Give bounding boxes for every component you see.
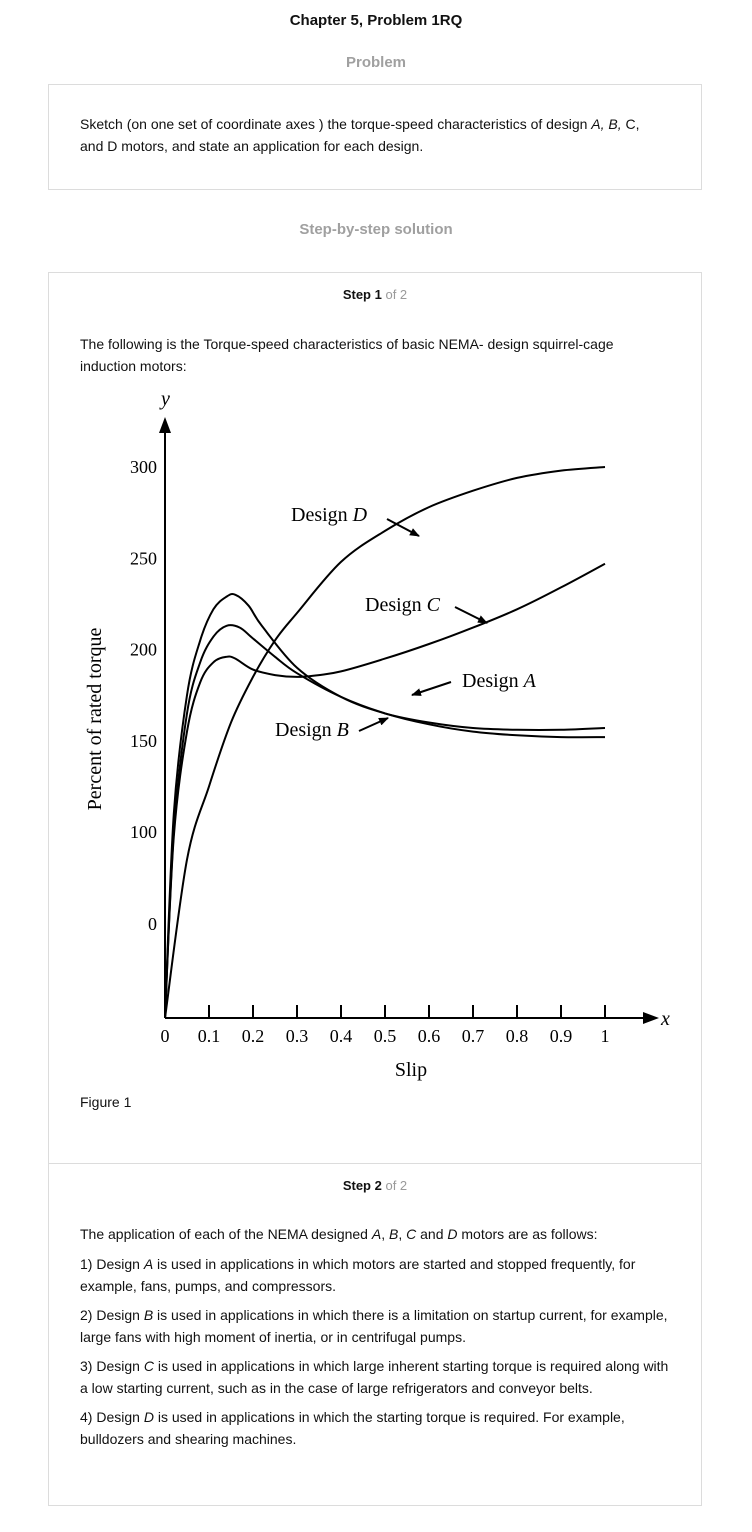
intro-letter: D [447,1226,458,1242]
intro-part: motors are as follows: [457,1226,598,1242]
label-design-b: Design B [275,719,349,741]
x-tick-label: 0.1 [198,1026,221,1046]
item-part: 2) Design [80,1307,144,1323]
item-letter: C [143,1358,154,1374]
item-part: 3) Design [80,1358,144,1374]
y-tick-label: 0 [148,914,157,934]
x-tick-label: 0.7 [462,1026,485,1046]
label-design-c: Design C [365,594,441,616]
item-part: 1) Design [80,1256,144,1272]
y-tick-label: 250 [130,548,157,568]
step2-header: Step 2 of 2 [49,1178,701,1193]
y-axis-letter: y [159,388,170,410]
step2-body: The application of each of the NEMA desi… [80,1223,670,1450]
step1-label: Step 1 [342,287,382,302]
intro-part: , [381,1226,389,1242]
x-tick-label: 0 [161,1026,170,1046]
curve-design-d [164,466,606,1019]
application-item: 4) Design D is used in applications in w… [80,1406,670,1450]
arrow-design-b [358,717,389,732]
x-tick-label: 0.8 [506,1026,529,1046]
x-tick-label: 0.2 [242,1026,265,1046]
y-axis-title: Percent of rated torque [84,628,106,811]
label-design-d: Design D [291,504,368,526]
curve-design-a [164,593,606,1019]
intro-letter: B [388,1226,399,1242]
step1-of: of 2 [385,287,408,302]
application-item: 2) Design B is used in applications in w… [80,1304,670,1348]
y-tick-label: 150 [130,731,157,751]
problem-box: Sketch (on one set of coordinate axes ) … [48,84,702,190]
x-tick-label: 0.3 [286,1026,309,1046]
intro-letter: A [371,1226,382,1242]
step2-intro: The application of each of the NEMA desi… [80,1223,670,1245]
intro-part: The application of each of the NEMA desi… [80,1226,372,1242]
x-axis-arrow [643,1012,659,1024]
x-axis-letter: x [660,1008,670,1030]
x-tick-label: 1 [601,1026,610,1046]
curve-design-b [164,624,606,1019]
x-tick-label: 0.6 [418,1026,441,1046]
item-letter: A [143,1256,154,1272]
item-part: is used in applications in which there i… [80,1307,668,1345]
page-title: Chapter 5, Problem 1RQ [289,12,463,29]
arrow-design-d [386,518,420,537]
solution-heading: Step-by-step solution [299,221,453,238]
problem-text-part: C, [621,116,640,132]
item-letter: D [143,1409,154,1425]
curve-design-c [164,562,606,1019]
application-item: 3) Design C is used in applications in w… [80,1355,670,1399]
problem-text: Sketch (on one set of coordinate axes ) … [80,113,680,157]
step1-header: Step 1 of 2 [49,287,701,302]
item-part: is used in applications in which large i… [80,1358,669,1396]
item-part: is used in applications in which the sta… [80,1409,625,1447]
step2-label: Step 2 [342,1178,382,1193]
arrow-design-a [411,681,452,696]
x-axis-title: Slip [395,1059,427,1081]
problem-text-italic: A, B, [591,116,622,132]
figure-caption: Figure 1 [80,1094,132,1110]
y-tick-label: 200 [130,640,157,660]
intro-part: , [398,1226,407,1242]
label-design-a: Design A [462,670,537,692]
y-tick-label: 300 [130,457,157,477]
step-divider [49,1163,701,1164]
problem-text-part: and D motors, and state an application f… [80,138,424,154]
problem-heading: Problem [345,54,406,71]
intro-letter: C [406,1226,417,1242]
x-tick-label: 0.9 [550,1026,573,1046]
x-tick-label: 0.5 [374,1026,397,1046]
intro-part: and [416,1226,448,1242]
step2-of: of 2 [385,1178,408,1193]
application-item: 1) Design A is used in applications in w… [80,1253,670,1297]
problem-text-part: Sketch (on one set of coordinate axes ) … [80,116,592,132]
solution-box: Step 1 of 2 The following is the Torque-… [48,272,702,1506]
step1-text: The following is the Torque-speed charac… [80,336,614,374]
item-part: is used in applications in which motors … [80,1256,636,1294]
y-axis-arrow [159,417,171,433]
item-letter: B [143,1307,154,1323]
arrow-design-c [454,606,488,624]
x-tick-label: 0.4 [330,1026,353,1046]
item-part: 4) Design [80,1409,144,1425]
y-tick-label: 100 [130,822,157,842]
torque-speed-chart: y x Slip Percent of rated torque 0 0.1 0.2… [84,388,670,1081]
